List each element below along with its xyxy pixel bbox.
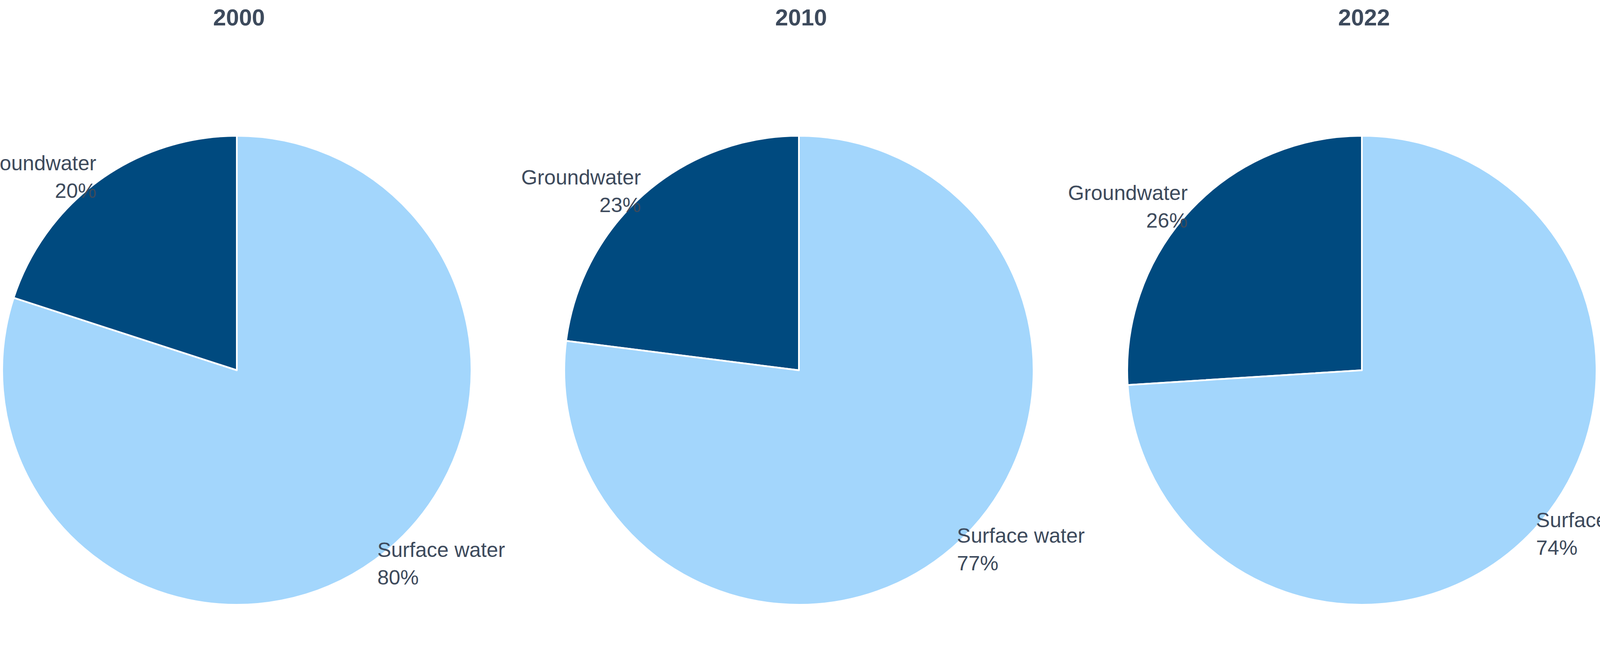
svg-text:26%: 26% [1146,209,1188,233]
svg-text:80%: 80% [377,566,419,590]
svg-text:Surface water: Surface water [377,538,506,562]
svg-text:Groundwater: Groundwater [1068,181,1188,205]
svg-text:77%: 77% [956,552,999,576]
svg-text:Surface water: Surface water [956,524,1085,548]
svg-text:2022: 2022 [1338,4,1390,31]
svg-text:74%: 74% [1536,536,1578,560]
svg-text:20%: 20% [54,179,97,203]
svg-text:23%: 23% [599,193,642,217]
svg-text:Groundwater: Groundwater [0,151,97,175]
svg-text:2010: 2010 [775,4,827,31]
svg-text:Surface water: Surface water [1536,509,1600,532]
svg-text:Groundwater: Groundwater [521,166,641,189]
svg-text:2000: 2000 [213,4,265,31]
